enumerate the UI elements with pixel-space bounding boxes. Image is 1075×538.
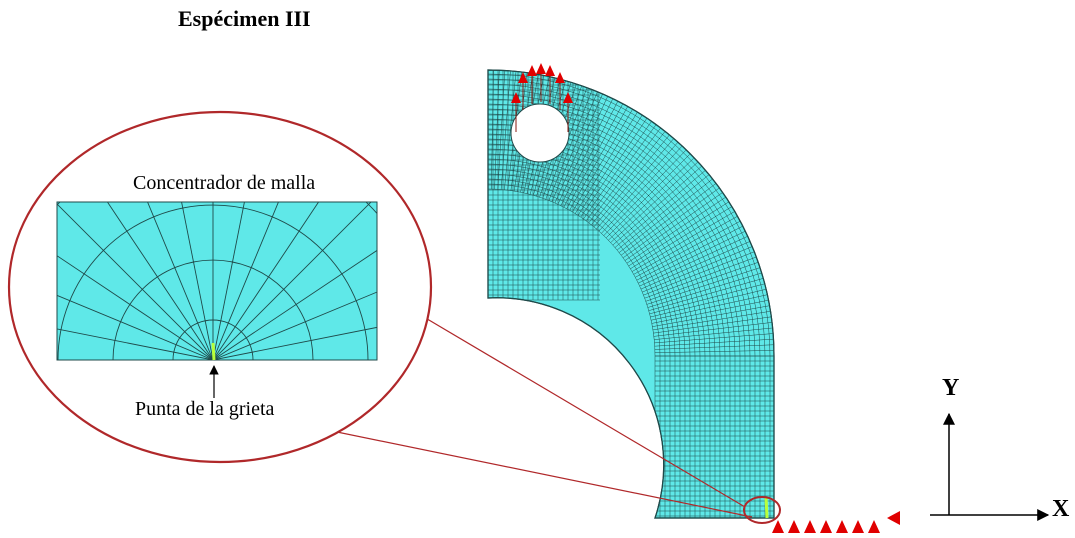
load-arrow-head	[563, 92, 573, 103]
figure-title: Espécimen III	[178, 6, 311, 31]
bc-triangle-up	[772, 520, 784, 533]
load-arrow-head	[545, 65, 555, 76]
load-arrows	[511, 63, 573, 132]
bc-triangle-up	[836, 520, 848, 533]
y-axis-label: Y	[942, 375, 960, 401]
zoom-callout	[7, 110, 433, 464]
load-arrow-head	[555, 72, 565, 83]
crack-tip-label: Punta de la grieta	[135, 398, 275, 420]
inset-crack	[211, 342, 216, 361]
crack-line	[764, 496, 769, 519]
mesh-concentrator-label: Concentrador de malla	[133, 172, 316, 194]
zoom-inset	[56, 201, 378, 361]
callout-connectors	[336, 309, 753, 518]
x-axis-label: X	[1052, 496, 1070, 522]
coordinate-axes	[930, 412, 1050, 521]
boundary-condition-markers	[772, 511, 900, 533]
crack-highlight-ellipse	[743, 496, 781, 524]
bc-triangle-up	[804, 520, 816, 533]
load-arrow-head	[511, 92, 521, 103]
bc-triangle-up	[788, 520, 800, 533]
load-arrow-head	[527, 65, 537, 76]
bc-triangle-left	[887, 511, 900, 525]
bc-triangle-up	[820, 520, 832, 533]
bc-triangle-up	[868, 520, 880, 533]
bc-triangle-up	[852, 520, 864, 533]
load-hole	[510, 103, 570, 163]
load-arrow-head	[536, 63, 546, 74]
specimen-mesh	[487, 69, 775, 519]
load-arrow-head	[518, 72, 528, 83]
